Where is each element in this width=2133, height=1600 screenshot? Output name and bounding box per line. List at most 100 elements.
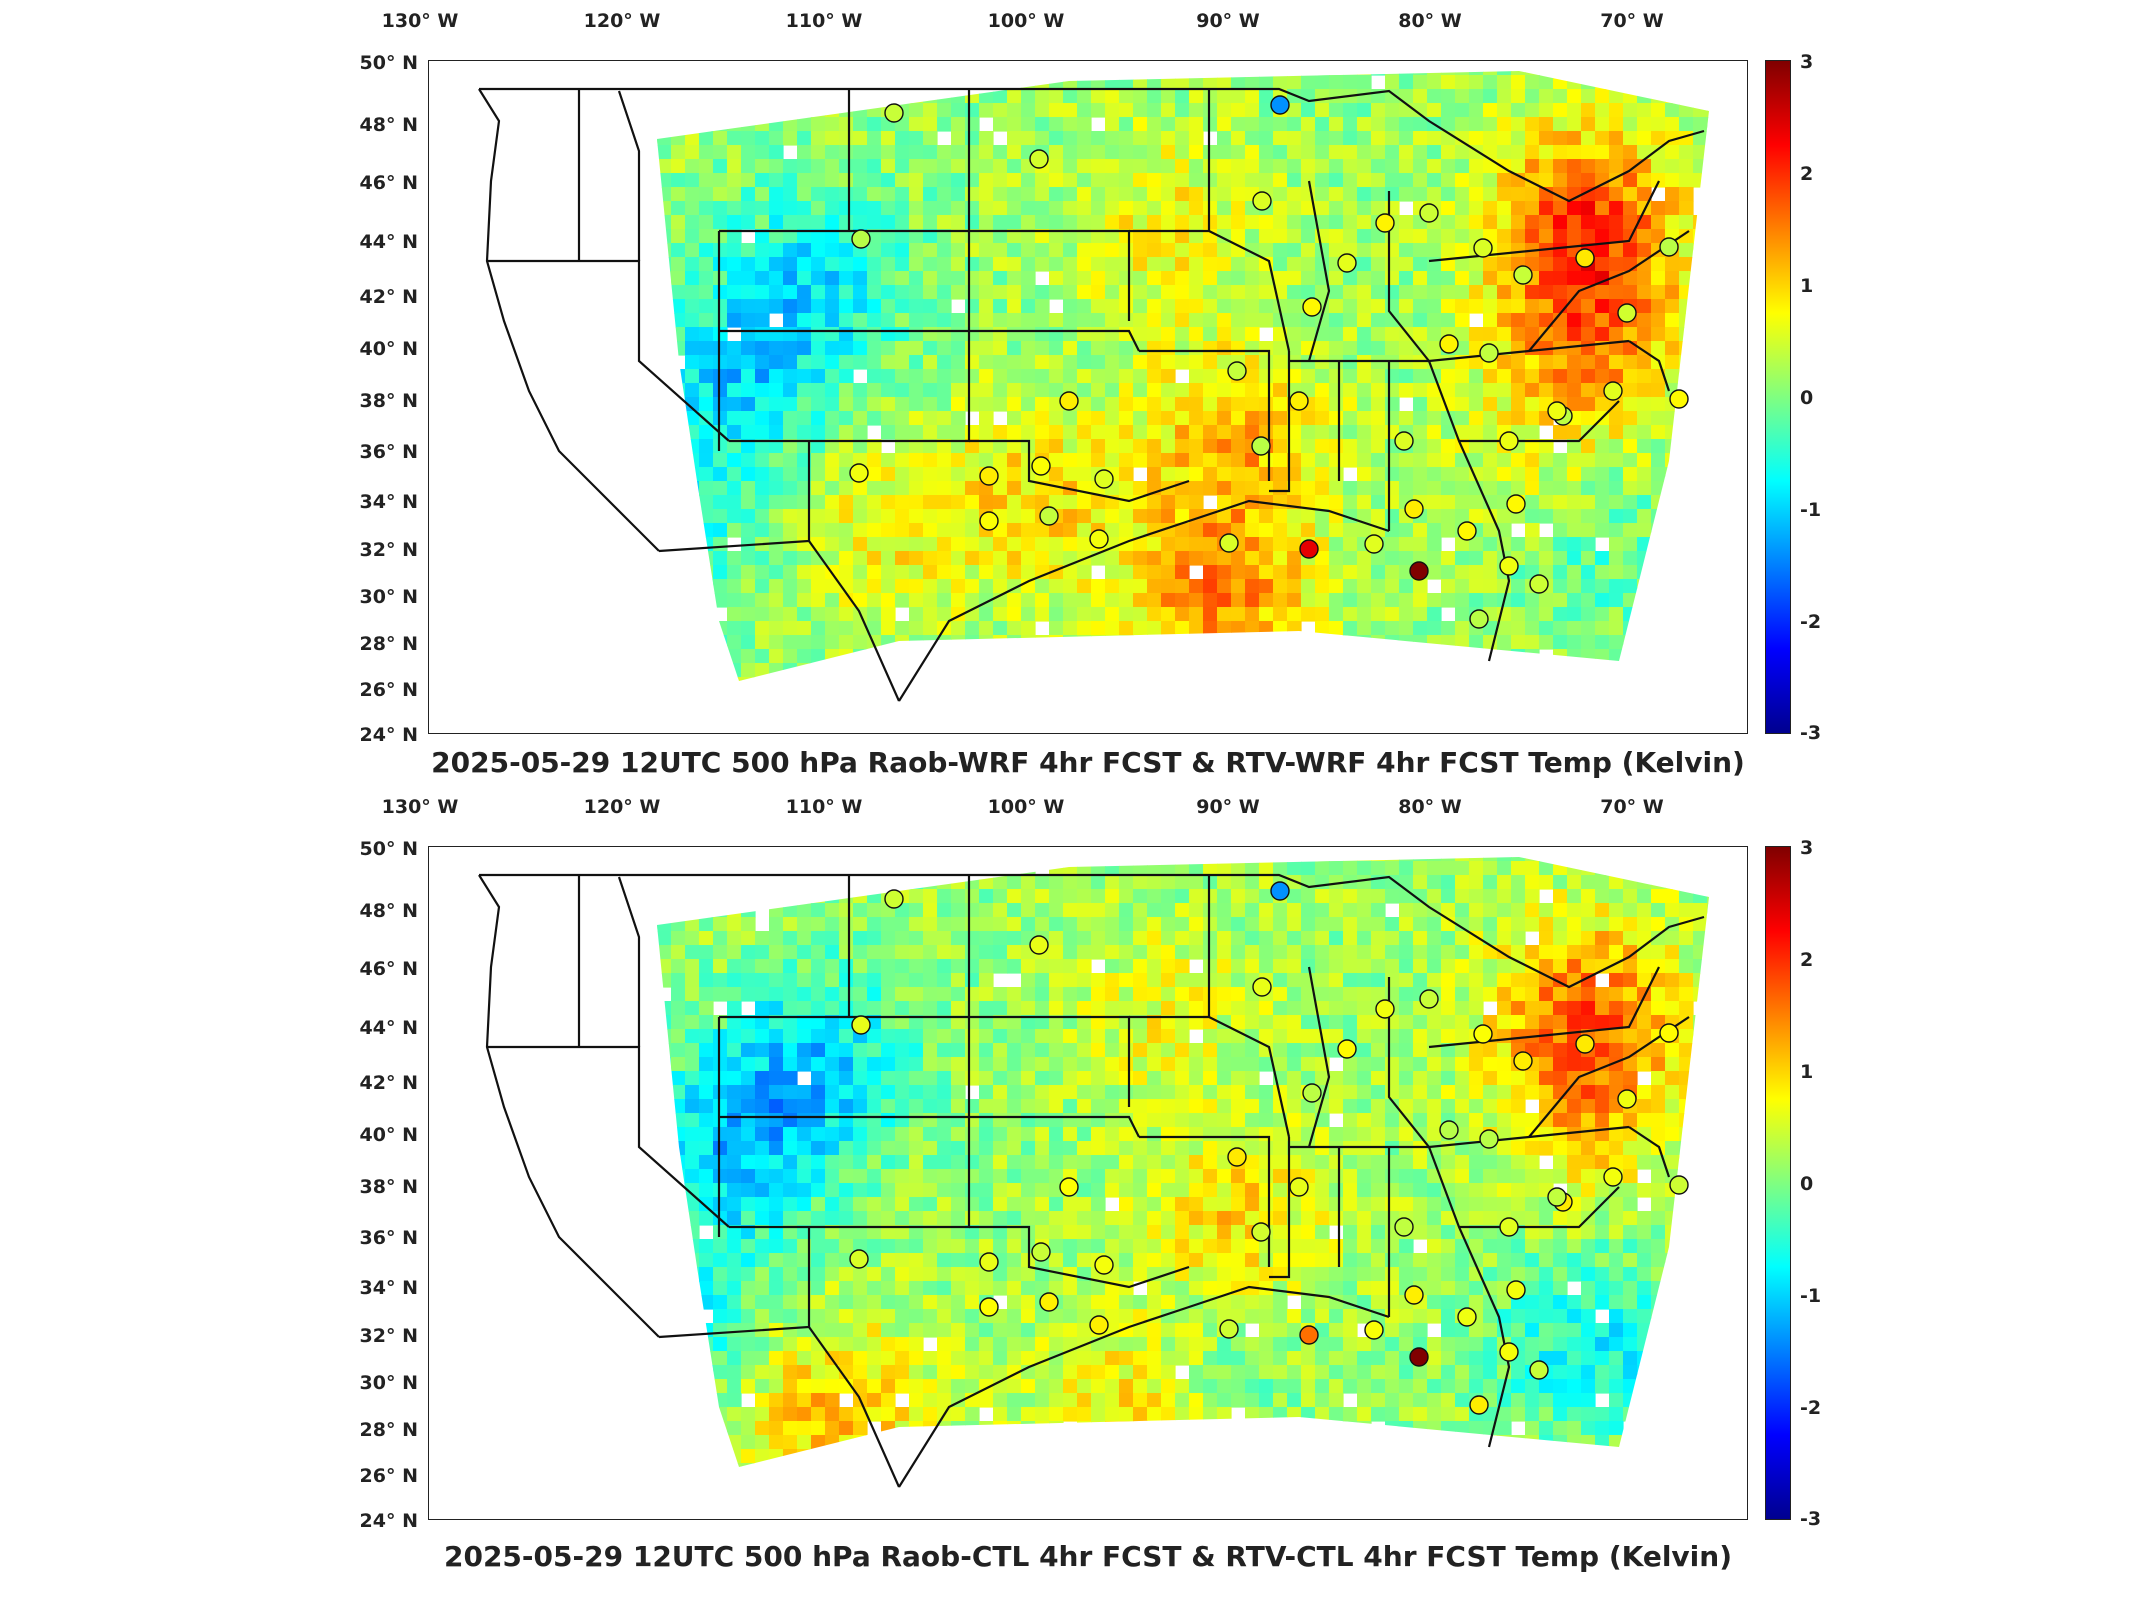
lat-label: 26° N: [359, 1465, 418, 1487]
colorbar-tick: -3: [1800, 722, 1822, 744]
station-dot: [1375, 999, 1395, 1019]
station-dot: [1251, 436, 1271, 456]
lon-label: 90° W: [1196, 796, 1260, 818]
boundary-line: [1207, 89, 1630, 493]
lat-label: 30° N: [359, 1372, 418, 1394]
colorbar-tick: 3: [1800, 837, 1814, 859]
station-dot: [1659, 237, 1679, 257]
station-dot: [1439, 334, 1459, 354]
colorbar: [1765, 60, 1791, 734]
lat-label: 42° N: [359, 286, 418, 308]
map-canvas: [478, 71, 1709, 702]
lon-label: 130° W: [381, 796, 459, 818]
boundary-line: [478, 88, 660, 552]
lat-label: 40° N: [359, 338, 418, 360]
boundary-line: [1459, 400, 1620, 443]
station-dot: [1394, 1217, 1414, 1237]
boundary-line: [487, 259, 730, 442]
boundary-line: [1129, 229, 1291, 481]
lat-label: 28° N: [359, 633, 418, 655]
station-dot: [851, 1015, 871, 1035]
temperature-field: [657, 857, 1709, 1467]
station-dot: [1364, 534, 1384, 554]
lat-label: 50° N: [359, 52, 418, 74]
colorbar-tick: -1: [1800, 499, 1822, 521]
temperature-field: [657, 71, 1709, 681]
map-frame: [428, 846, 1748, 1520]
colorbar-tick: 1: [1800, 275, 1814, 297]
station-dot: [1603, 1167, 1623, 1187]
station-dot: [1299, 539, 1319, 559]
lat-label: 30° N: [359, 586, 418, 608]
station-dot: [1364, 1320, 1384, 1340]
station-dot: [1404, 1285, 1424, 1305]
colorbar-tick: 0: [1800, 1173, 1814, 1195]
station-dot: [1404, 499, 1424, 519]
colorbar-tick: -2: [1800, 1397, 1822, 1419]
boundary-line: [478, 874, 660, 1338]
station-markers: [849, 95, 1689, 629]
boundary-line: [1337, 1146, 1511, 1448]
lat-label: 36° N: [359, 1227, 418, 1249]
station-dot: [1419, 203, 1439, 223]
lat-label: 38° N: [359, 390, 418, 412]
station-dot: [1506, 1280, 1526, 1300]
lat-label: 32° N: [359, 1325, 418, 1347]
station-dot: [1089, 529, 1109, 549]
boundary-line: [479, 873, 1705, 989]
colorbar-tick: 2: [1800, 163, 1814, 185]
station-dot: [1219, 1319, 1239, 1339]
station-dot: [1337, 1039, 1357, 1059]
panel-title: 2025-05-29 12UTC 500 hPa Raob-WRF 4hr FC…: [431, 746, 1745, 779]
map-frame: [428, 60, 1748, 734]
station-dot: [1419, 989, 1439, 1009]
station-markers: [849, 881, 1689, 1415]
lat-label: 38° N: [359, 1176, 418, 1198]
lat-label: 24° N: [359, 724, 418, 746]
station-dot: [849, 463, 869, 483]
station-dot: [1457, 521, 1477, 541]
station-dot: [1270, 881, 1290, 901]
station-dot: [1575, 1034, 1595, 1054]
station-dot: [1029, 935, 1049, 955]
lon-label: 90° W: [1196, 10, 1260, 32]
boundary-line: [808, 499, 1390, 702]
station-dot: [1499, 431, 1519, 451]
station-dot: [1409, 1347, 1429, 1367]
station-dot: [1499, 1217, 1519, 1237]
boundary-line: [1207, 875, 1630, 1279]
colorbar: [1765, 846, 1791, 1520]
station-dot: [1457, 1307, 1477, 1327]
lat-label: 32° N: [359, 539, 418, 561]
station-dot: [1513, 265, 1533, 285]
lat-label: 44° N: [359, 1017, 418, 1039]
station-dot: [1479, 1129, 1499, 1149]
boundary-line: [487, 1045, 730, 1228]
station-dot: [1094, 469, 1114, 489]
station-dot: [1659, 1023, 1679, 1043]
panel-title: 2025-05-29 12UTC 500 hPa Raob-CTL 4hr FC…: [443, 1540, 1732, 1573]
lon-label: 70° W: [1600, 796, 1664, 818]
lat-label: 48° N: [359, 900, 418, 922]
boundary-line: [967, 875, 1190, 1289]
lat-label: 26° N: [359, 679, 418, 701]
station-dot: [1094, 1255, 1114, 1275]
map-canvas: [478, 857, 1709, 1488]
colorbar-tick: 1: [1800, 1061, 1814, 1083]
station-dot: [979, 1297, 999, 1317]
colorbar-tick: 3: [1800, 51, 1814, 73]
lat-label: 28° N: [359, 1419, 418, 1441]
station-dot: [1031, 456, 1051, 476]
station-dot: [1469, 609, 1489, 629]
lat-label: 34° N: [359, 1277, 418, 1299]
station-dot: [1469, 1395, 1489, 1415]
lat-label: 50° N: [359, 838, 418, 860]
station-dot: [1439, 1120, 1459, 1140]
lat-label: 40° N: [359, 1124, 418, 1146]
boundary-line: [577, 89, 971, 451]
station-dot: [1499, 556, 1519, 576]
station-dot: [1617, 303, 1637, 323]
boundary-line: [479, 87, 1705, 203]
station-dot: [1513, 1051, 1533, 1071]
station-dot: [1375, 213, 1395, 233]
